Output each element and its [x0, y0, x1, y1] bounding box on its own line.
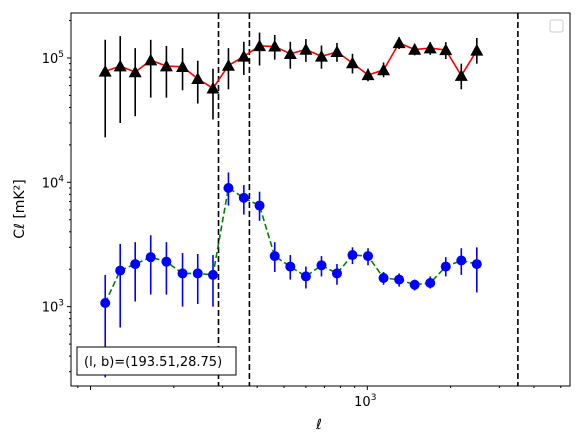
data-point-circle — [100, 297, 111, 308]
y-tick-label: 104 — [42, 174, 65, 191]
data-point-circle — [192, 268, 203, 279]
data-point-circle — [409, 279, 420, 290]
data-point-circle — [145, 252, 156, 263]
data-point-circle — [254, 200, 265, 211]
data-point-triangle — [345, 56, 359, 69]
y-tick-label: 105 — [42, 50, 64, 67]
annotation-text: (l, b)=(193.51,28.75) — [84, 355, 222, 370]
data-point-triangle — [408, 42, 422, 55]
data-point-triangle — [176, 60, 190, 72]
data-point-triangle — [191, 72, 205, 84]
data-point-triangle — [159, 59, 173, 72]
data-point-triangle — [330, 45, 344, 58]
data-point-triangle — [439, 43, 453, 56]
data-point-circle — [363, 251, 374, 262]
data-point-circle — [238, 192, 249, 203]
data-point-triangle — [113, 59, 127, 72]
x-axis-label: ℓ — [315, 417, 322, 433]
data-point-circle — [269, 251, 280, 262]
data-point-triangle — [454, 69, 468, 81]
data-point-circle — [347, 250, 358, 261]
legend-box — [549, 19, 564, 33]
data-point-circle — [130, 259, 141, 270]
data-point-circle — [115, 265, 126, 276]
data-point-circle — [223, 182, 234, 193]
tick-layer: 103 104 105 103 — [42, 20, 562, 410]
y-axis-label: Cℓ [mK²] — [12, 179, 28, 238]
data-point-circle — [207, 269, 218, 280]
data-point-triangle — [221, 58, 235, 71]
data-point-circle — [161, 256, 172, 267]
data-point-triangle — [299, 42, 313, 55]
plot-layer — [98, 13, 519, 386]
data-point-triangle — [253, 39, 267, 52]
data-point-triangle — [423, 41, 437, 54]
data-point-triangle — [361, 68, 375, 81]
series-line — [104, 186, 477, 304]
data-point-circle — [456, 255, 467, 266]
data-point-triangle — [237, 49, 251, 62]
data-point-circle — [177, 268, 188, 279]
data-point-triangle — [206, 81, 220, 94]
x-tick-label: 103 — [354, 393, 376, 410]
data-point-circle — [300, 271, 311, 282]
data-point-circle — [440, 261, 451, 272]
data-point-triangle — [314, 49, 328, 62]
data-point-triangle — [377, 63, 391, 76]
data-point-circle — [471, 259, 482, 270]
data-point-circle — [394, 274, 405, 285]
data-point-triangle — [144, 53, 158, 66]
axes-frame — [70, 12, 571, 387]
data-point-triangle — [283, 47, 297, 60]
data-point-triangle — [98, 64, 112, 77]
data-point-triangle — [470, 43, 484, 56]
data-point-circle — [425, 277, 436, 288]
data-point-circle — [316, 260, 327, 271]
data-point-triangle — [392, 36, 406, 49]
data-point-circle — [285, 261, 296, 272]
data-point-triangle — [268, 39, 282, 52]
data-point-triangle — [128, 65, 142, 78]
data-point-circle — [378, 272, 389, 283]
y-tick-label: 103 — [42, 299, 64, 316]
annotation-box — [76, 346, 237, 376]
data-point-circle — [331, 268, 342, 279]
